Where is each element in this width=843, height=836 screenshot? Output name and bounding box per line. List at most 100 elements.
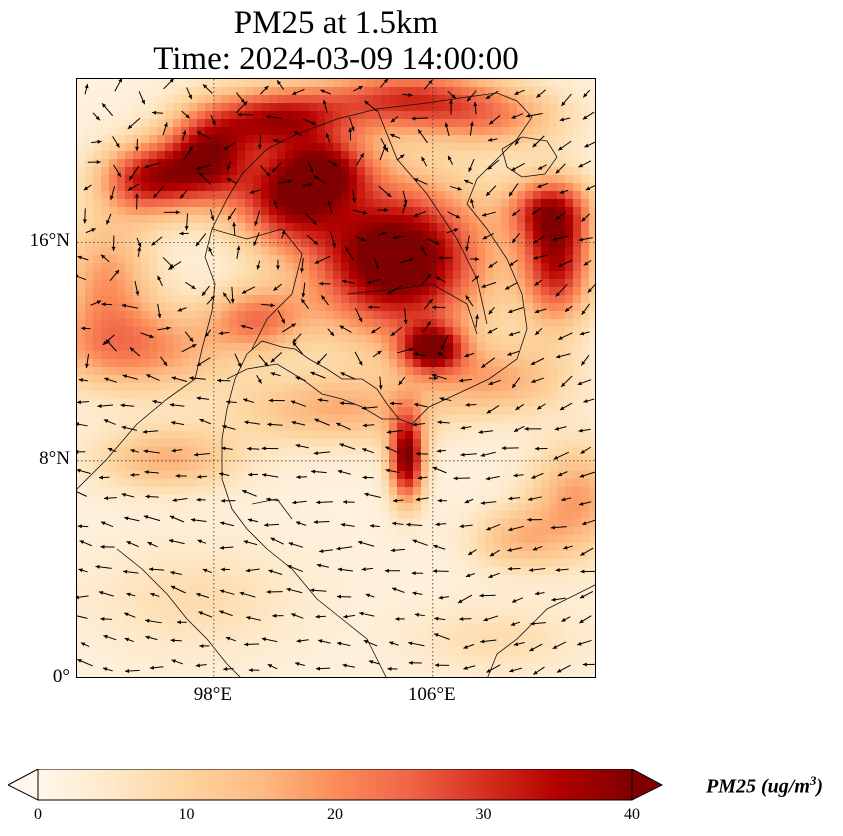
pm25-cell (565, 255, 574, 264)
pm25-cell (317, 447, 326, 456)
pm25-cell (333, 655, 342, 664)
pm25-cell (285, 167, 294, 176)
pm25-cell (581, 119, 590, 128)
pm25-cell (509, 503, 518, 512)
pm25-cell (205, 255, 214, 264)
pm25-cell (533, 239, 542, 248)
pm25-cell (133, 471, 142, 480)
pm25-cell (101, 87, 110, 96)
pm25-cell (493, 79, 502, 88)
pm25-cell (205, 535, 214, 544)
pm25-cell (389, 231, 398, 240)
pm25-cell (573, 183, 582, 192)
pm25-cell (589, 367, 595, 376)
pm25-cell (237, 439, 246, 448)
pm25-cell (525, 663, 534, 672)
pm25-cell (309, 103, 318, 112)
pm25-cell (165, 247, 174, 256)
pm25-cell (301, 391, 310, 400)
pm25-cell (181, 487, 190, 496)
pm25-cell (117, 119, 126, 128)
pm25-cell (109, 615, 118, 624)
pm25-cell (285, 79, 294, 88)
pm25-cell (485, 191, 494, 200)
pm25-cell (133, 263, 142, 272)
pm25-cell (589, 511, 595, 520)
pm25-cell (125, 135, 134, 144)
pm25-cell (445, 367, 454, 376)
pm25-cell (437, 359, 446, 368)
pm25-cell (469, 535, 478, 544)
pm25-cell (541, 615, 550, 624)
pm25-cell (445, 487, 454, 496)
pm25-cell (333, 167, 342, 176)
pm25-cell (93, 167, 102, 176)
wind-arrow (469, 121, 474, 136)
pm25-cell (549, 87, 558, 96)
pm25-cell (189, 255, 198, 264)
pm25-cell (509, 455, 518, 464)
pm25-cell (221, 367, 230, 376)
pm25-cell (413, 295, 422, 304)
pm25-cell (525, 343, 534, 352)
pm25-cell (341, 319, 350, 328)
pm25-cell (133, 95, 142, 104)
pm25-cell (349, 175, 358, 184)
pm25-cell (109, 103, 118, 112)
pm25-cell (125, 191, 134, 200)
pm25-cell (405, 175, 414, 184)
pm25-cell (213, 527, 222, 536)
pm25-cell (293, 127, 302, 136)
pm25-cell (525, 639, 534, 648)
pm25-cell (525, 375, 534, 384)
pm25-cell (301, 615, 310, 624)
pm25-cell (573, 303, 582, 312)
pm25-cell (357, 167, 366, 176)
pm25-cell (381, 535, 390, 544)
pm25-cell (125, 551, 134, 560)
pm25-cell (221, 119, 230, 128)
pm25-cell (125, 471, 134, 480)
pm25-cell (373, 503, 382, 512)
pm25-cell (541, 463, 550, 472)
pm25-cell (565, 327, 574, 336)
pm25-cell (333, 391, 342, 400)
pm25-cell (485, 439, 494, 448)
pm25-cell (461, 639, 470, 648)
wind-arrow (265, 114, 283, 119)
pm25-cell (493, 631, 502, 640)
pm25-cell (541, 599, 550, 608)
pm25-cell (117, 431, 126, 440)
pm25-cell (485, 119, 494, 128)
pm25-cell (557, 655, 566, 664)
pm25-cell (109, 95, 118, 104)
pm25-cell (405, 391, 414, 400)
pm25-cell (477, 239, 486, 248)
pm25-cell (165, 487, 174, 496)
pm25-cell (565, 671, 574, 677)
pm25-cell (285, 271, 294, 280)
pm25-cell (213, 399, 222, 408)
pm25-cell (141, 151, 150, 160)
pm25-cell (77, 239, 86, 248)
wind-arrow (152, 186, 164, 199)
pm25-cell (301, 559, 310, 568)
pm25-cell (277, 399, 286, 408)
pm25-cell (453, 535, 462, 544)
pm25-cell (165, 415, 174, 424)
pm25-cell (189, 111, 198, 120)
wind-arrow (183, 145, 194, 160)
pm25-cell (453, 375, 462, 384)
pm25-cell (309, 575, 318, 584)
pm25-cell (333, 295, 342, 304)
pm25-cell (501, 95, 510, 104)
pm25-cell (445, 519, 454, 528)
pm25-cell (309, 535, 318, 544)
pm25-cell (221, 183, 230, 192)
pm25-cell (437, 287, 446, 296)
pm25-cell (125, 575, 134, 584)
pm25-cell (589, 463, 595, 472)
pm25-cell (461, 559, 470, 568)
pm25-cell (397, 207, 406, 216)
pm25-cell (341, 511, 350, 520)
